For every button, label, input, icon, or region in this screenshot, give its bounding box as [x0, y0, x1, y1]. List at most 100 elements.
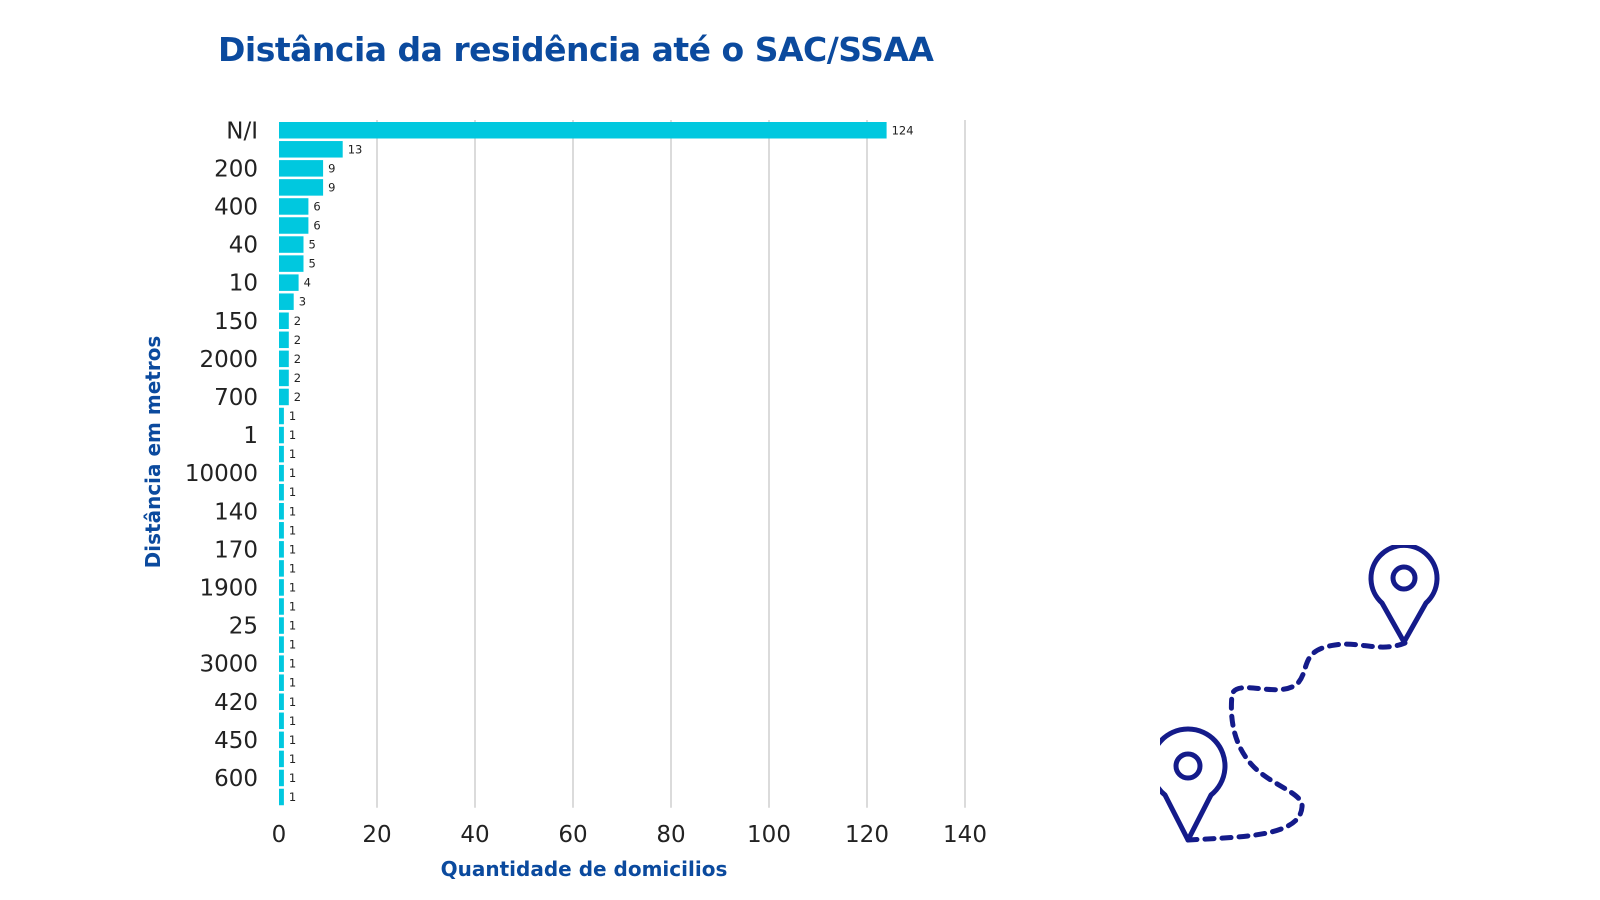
category-label: 420	[214, 690, 258, 716]
category-label: 700	[214, 385, 258, 411]
bar	[279, 445, 284, 463]
bar	[279, 122, 887, 139]
data-label: 1	[289, 561, 296, 575]
data-label: 1	[289, 638, 296, 652]
bar	[279, 350, 289, 368]
category-label: 450	[214, 728, 258, 754]
category-label: 170	[214, 537, 258, 563]
bar	[279, 179, 324, 196]
gridlines	[376, 120, 966, 808]
bar	[279, 293, 294, 310]
category-label: 40	[229, 233, 258, 259]
data-label: 1	[289, 580, 296, 594]
bar	[279, 636, 284, 653]
data-label: 1	[289, 790, 296, 804]
x-tick-label: 100	[747, 822, 791, 848]
data-label: 1	[289, 657, 296, 671]
x-tick-label: 120	[845, 822, 889, 848]
bar	[279, 731, 284, 749]
category-label: 600	[214, 766, 258, 792]
bar	[279, 160, 324, 177]
bar	[279, 236, 304, 253]
x-tick-label: 60	[558, 822, 587, 848]
data-label: 9	[328, 180, 335, 194]
bar	[279, 312, 289, 329]
x-tick-labels: 0 20 40 60 80 100 120 140	[272, 822, 987, 848]
x-tick-label: 20	[362, 822, 391, 848]
bar	[279, 217, 309, 234]
category-label: 25	[229, 614, 258, 640]
category-label: 1900	[199, 575, 258, 601]
x-tick-label: 0	[272, 822, 287, 848]
bar	[279, 331, 289, 349]
data-label: 1	[289, 428, 296, 442]
data-label: 2	[294, 371, 301, 385]
bar	[279, 788, 284, 806]
data-label: 5	[309, 238, 316, 252]
bar	[279, 369, 289, 387]
data-label: 124	[892, 123, 914, 137]
bar	[279, 388, 289, 406]
data-label: 2	[294, 390, 301, 404]
bar	[279, 579, 284, 596]
data-label: 1	[289, 542, 296, 556]
bar	[279, 255, 304, 272]
category-label: 2000	[199, 347, 258, 373]
data-label: 1	[289, 466, 296, 480]
data-label: 6	[313, 219, 320, 233]
route-map-illustration	[1160, 545, 1440, 843]
category-label: 140	[214, 499, 258, 525]
category-label: 3000	[199, 652, 258, 678]
data-label: 1	[289, 485, 296, 499]
bar	[279, 769, 284, 787]
data-label: 1	[289, 504, 296, 518]
bar	[279, 693, 284, 710]
bars	[279, 122, 887, 806]
location-pin-icon	[1160, 726, 1228, 843]
location-pin-icon	[1368, 545, 1440, 645]
data-label: 1	[289, 771, 296, 785]
data-label: 9	[328, 161, 335, 175]
category-label: 10000	[185, 461, 258, 487]
category-labels: N/I 200 400 40 10 150 2000 700 1 10000 140 170 1900 2…	[185, 118, 258, 792]
data-label: 3	[299, 295, 306, 309]
data-label: 1	[289, 619, 296, 633]
data-label: 1	[289, 409, 296, 423]
chart-title: Distância da residência até o SAC/SSAA	[218, 30, 934, 69]
bar	[279, 712, 284, 730]
data-label: 1	[289, 714, 296, 728]
bar	[279, 426, 284, 444]
bar	[279, 141, 343, 158]
data-label: 5	[309, 257, 316, 271]
data-label: 1	[289, 752, 296, 766]
bar	[279, 198, 309, 215]
data-label: 2	[294, 352, 301, 366]
data-label: 1	[289, 447, 296, 461]
x-tick-label: 80	[656, 822, 685, 848]
bar	[279, 541, 284, 558]
bar	[279, 655, 284, 672]
bar	[279, 407, 284, 425]
bar	[279, 522, 284, 539]
x-tick-label: 140	[943, 822, 987, 848]
data-label: 2	[294, 333, 301, 347]
bar	[279, 617, 284, 634]
category-label: 200	[214, 156, 258, 182]
x-tick-label: 40	[460, 822, 489, 848]
data-label: 2	[294, 314, 301, 328]
category-label: 400	[214, 194, 258, 220]
bar	[279, 598, 284, 615]
data-label: 1	[289, 600, 296, 614]
category-label: 150	[214, 309, 258, 335]
data-label: 1	[289, 676, 296, 690]
data-label: 1	[289, 695, 296, 709]
data-label: 1	[289, 733, 296, 747]
bar	[279, 503, 284, 520]
bar	[279, 464, 284, 482]
bar	[279, 560, 284, 577]
category-label: 10	[229, 271, 258, 297]
x-axis-title: Quantidade de domicilios	[441, 857, 728, 881]
bar	[279, 674, 284, 691]
data-label: 13	[348, 142, 363, 156]
